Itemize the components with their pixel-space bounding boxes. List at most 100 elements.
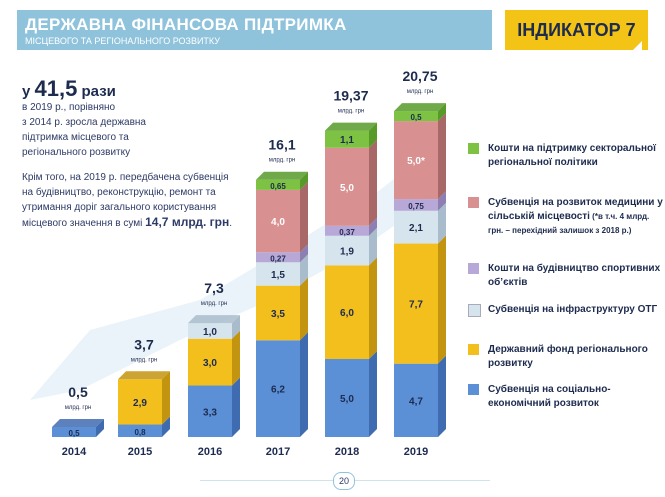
bar-segment [325,235,369,266]
legend-item: Субвенція на соціально-економічний розви… [468,383,663,411]
bar-segment-side [369,257,377,359]
legend-swatch [468,304,481,317]
segment-label: 3,3 [203,407,217,418]
legend-item: Субвенція на розвиток медицини у сільськ… [468,196,663,238]
segment-label: 0,65 [270,182,286,191]
total-label: 16,1 [268,137,295,153]
bar-top-face [188,315,240,324]
bar-top-face [325,122,377,131]
bar-segment-side [96,419,104,437]
bar-segment [325,225,369,236]
legend-label: Субвенція на соціально-економічний розви… [488,384,611,409]
segment-label: 4,7 [409,396,423,407]
bar-segment [325,265,369,359]
segment-label: 2,9 [133,398,147,409]
bar-segment-side [300,332,308,437]
header-banner [17,10,492,50]
x-tick-label: 2017 [266,446,290,458]
bar-segment-side [300,181,308,253]
bar-segment [325,130,369,148]
segment-label: 0,37 [339,228,355,237]
legend-item: Державний фонд регіонального розвитку [468,343,663,371]
bar-segment-side [162,416,170,437]
bar-segment-side [438,202,446,244]
page-subtitle: МІСЦЕВОГО ТА РЕГІОНАЛЬНОГО РОЗВИТКУ [25,36,220,46]
unit-label: млрд. грн [201,301,228,307]
roads-note: Крім того, на 2019 р. передбачена субвен… [22,172,232,229]
segment-label: 5,0* [407,156,425,167]
segment-label: 3,0 [203,358,217,369]
bar-segment-side [300,277,308,341]
legend-swatch [468,344,479,355]
segment-label: 0,75 [408,202,424,211]
segment-label: 7,7 [409,300,423,311]
unit-label: млрд. грн [131,357,158,363]
legend-note: (*в т.ч. 4 млрд. грн. – перехідний залиш… [488,212,650,235]
growth-arrow [30,150,430,400]
segment-label: 6,0 [340,308,354,319]
bar-segment-side [300,244,308,263]
bar-segment [188,323,232,339]
bar-segment [394,243,438,364]
legend-label: Державний фонд регіонального розвитку [488,344,648,369]
segment-label: 1,5 [271,270,285,281]
segment-label: 2,1 [409,223,423,234]
bar-segment-side [369,139,377,226]
growth-description: в 2019 р., порівняно з 2014 р. зросла дер… [22,102,146,158]
bar-segment-side [438,103,446,122]
bar-segment-side [232,315,240,339]
bar-segment-side [438,191,446,211]
unit-label: млрд. грн [269,158,296,164]
bar-segment [256,340,300,437]
segment-label: 3,5 [271,309,285,320]
bar-segment-side [438,113,446,200]
bar-top-face [394,103,446,112]
bar-segment-side [369,217,377,236]
bar-segment-side [369,227,377,266]
growth-headline: у 41,5 рази [22,76,116,101]
bar-segment [325,147,369,226]
total-label: 20,75 [402,68,437,84]
indicator-badge: ІНДИКАТОР 7 [505,10,648,51]
legend-swatch [468,384,479,395]
segment-label: 1,9 [340,247,354,258]
bar-segment [394,363,438,437]
segment-label: 0,5 [410,113,422,122]
bar-segment [188,338,232,386]
bar-segment [394,111,438,122]
bar-top-face [256,171,308,180]
total-label: 19,37 [333,88,368,104]
page-title: ДЕРЖАВНА ФІНАНСОВА ПІДТРИМКА [25,15,347,34]
bar-segment [256,262,300,286]
x-tick-label: 2014 [62,446,87,458]
bar-segment [394,121,438,200]
segment-label: 4,0 [271,217,285,228]
x-tick-label: 2018 [335,446,359,458]
unit-label: млрд. грн [65,405,92,411]
x-tick-label: 2016 [198,446,222,458]
legend-swatch [468,197,479,208]
legend-swatch [468,143,479,154]
x-tick-label: 2019 [404,446,428,458]
segment-label: 0,8 [134,428,146,437]
bar-segment [394,210,438,244]
legend-item: Кошти на будівництво спортивних об’єктів [468,262,663,290]
total-label: 7,3 [204,280,224,296]
bar-segment [118,379,162,425]
bar-segment-side [162,371,170,425]
bar-segment-side [438,235,446,364]
bar-segment [256,189,300,253]
bar-segment [394,199,438,211]
segment-label: 6,2 [271,385,285,396]
bar-segment-side [369,122,377,148]
bar-segment [118,424,162,437]
bar-segment-side [232,330,240,386]
bar-segment-side [232,377,240,437]
legend-label: Кошти на підтримку секторальної регіонал… [488,143,656,168]
page-number: 20 [333,472,355,490]
bar-segment-side [300,171,308,190]
bar-segment [256,179,300,190]
bar-segment-side [300,254,308,286]
segment-label: 1,1 [340,135,354,146]
